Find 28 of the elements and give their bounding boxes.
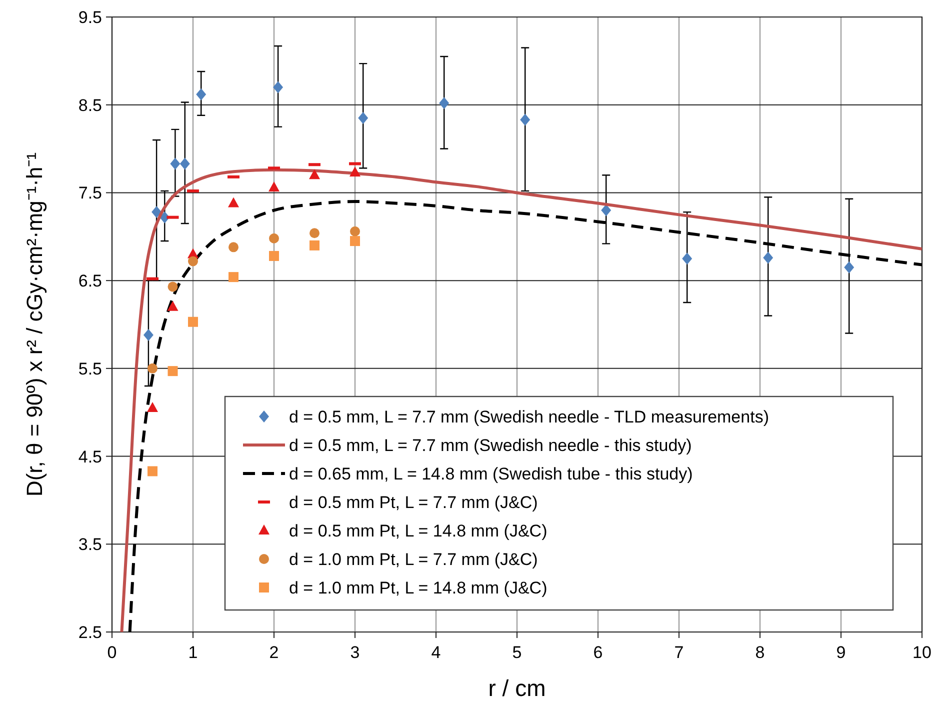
x-tick-label: 3 [350, 643, 360, 662]
y-tick-label: 9.5 [78, 8, 102, 27]
x-tick-label: 8 [755, 643, 765, 662]
x-axis-title: r / cm [488, 675, 546, 701]
legend-label: d = 0.5 mm Pt, L = 14.8 mm (J&C) [289, 522, 548, 540]
legend-label: d = 0.5 mm, L = 7.7 mm (Swedish needle - this study) [289, 436, 692, 455]
x-tick-label: 5 [512, 643, 522, 662]
legend-label: d = 1.0 mm Pt, L = 14.8 mm (J&C) [289, 578, 548, 598]
x-tick-label: 7 [674, 643, 684, 662]
y-tick-label: 3.5 [78, 535, 102, 554]
y-axis-title: D(r, θ = 90º) x r² / cGy·cm²·mg⁻¹·h⁻¹ [22, 152, 47, 497]
y-tick-label: 2.5 [78, 623, 102, 642]
x-tick-label: 4 [431, 643, 441, 662]
legend-label: d = 1.0 mm Pt, L = 7.7 mm (J&C) [289, 550, 538, 569]
y-tick-label: 6.5 [78, 272, 102, 291]
legend-label: d = 0.5 mm, L = 7.7 mm (Swedish needle - TLD measurements) [289, 408, 769, 426]
y-tick-label: 5.5 [78, 359, 102, 378]
legend-label: d = 0.5 mm Pt, L = 7.7 mm (J&C) [289, 493, 538, 512]
x-tick-label: 1 [188, 643, 198, 662]
x-tick-label: 2 [269, 643, 279, 662]
x-tick-label: 0 [107, 643, 117, 662]
x-tick-label: 6 [593, 643, 603, 662]
x-tick-label: 10 [912, 643, 932, 662]
y-tick-label: 8.5 [78, 96, 102, 115]
y-tick-label: 4.5 [78, 447, 102, 466]
legend-label: d = 0.65 mm, L = 14.8 mm (Swedish tube - this study) [289, 464, 693, 484]
x-tick-label: 9 [836, 643, 846, 662]
y-tick-label: 7.5 [78, 184, 102, 203]
